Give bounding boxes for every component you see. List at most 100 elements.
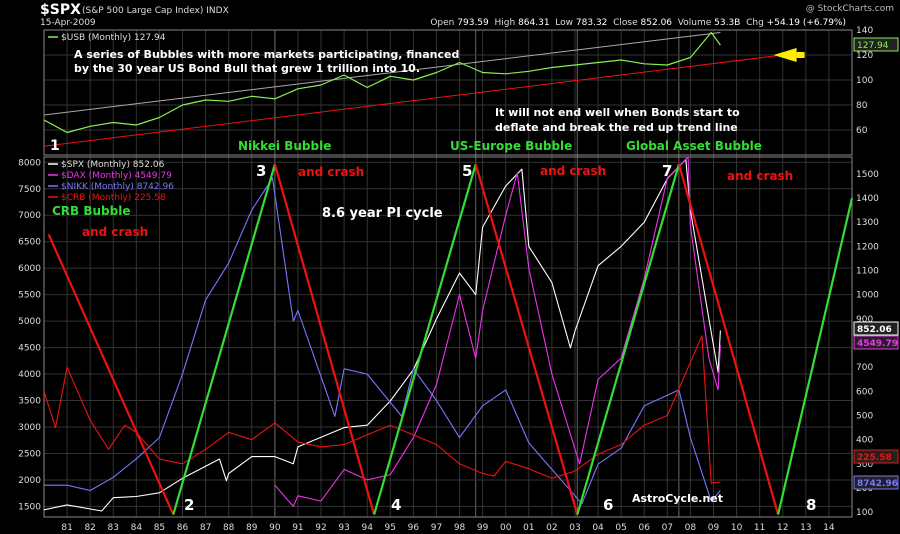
main-legend-entry: $DAX (Monthly) 4549.79 (61, 171, 172, 181)
x-tick-label: 92 (315, 523, 326, 533)
right-y-tick-label: 1000 (856, 291, 879, 301)
x-tick-label: 83 (108, 523, 119, 533)
right-y-tick-label: 1400 (856, 194, 879, 204)
x-tick-label: 86 (177, 523, 189, 533)
x-tick-label: 91 (292, 523, 303, 533)
main-annotation: 3 (256, 162, 266, 180)
volume-value: 53.3B (714, 18, 741, 28)
volume-label: Volume (677, 18, 712, 28)
value-label-box (853, 321, 899, 336)
cycle-line (373, 163, 477, 515)
x-tick-label: 96 (408, 523, 420, 533)
x-tick-label: 89 (246, 523, 258, 533)
value-label-box (853, 449, 899, 464)
left-y-tick-label: 4500 (18, 344, 41, 354)
symbol-description: (S&P 500 Large Cap Index) INDX (82, 6, 229, 16)
main-annotation: and crash (540, 164, 606, 178)
main-annotation: 8.6 year PI cycle (322, 206, 443, 221)
x-tick-label: 95 (385, 523, 396, 533)
right-y-tick-label: 100 (856, 508, 873, 518)
chg-value: +54.19 (+6.79%) (766, 18, 846, 28)
right-y-tick-label: 900 (856, 315, 873, 325)
x-tick-label: 10 (731, 523, 743, 533)
main-annotation: and crash (727, 169, 793, 183)
left-y-tick-label: 2500 (18, 449, 41, 459)
left-y-tick-label: 5000 (18, 317, 41, 327)
top-legend-entry: $USB (Monthly) 127.94 (61, 33, 166, 43)
right-y-tick-label: 600 (856, 387, 873, 397)
usb-value-label: 127.94 (857, 41, 889, 51)
close-label: Close (613, 18, 638, 28)
yellow-arrow-tail (796, 52, 805, 58)
chart-header: $SPX (S&P 500 Large Cap Index) INDX 15-A… (0, 0, 900, 30)
x-tick-label: 88 (223, 523, 235, 533)
x-tick-label: 01 (523, 523, 534, 533)
cycle-line (474, 163, 579, 515)
x-tick-label: 06 (639, 523, 651, 533)
x-tick-label: 94 (361, 523, 373, 533)
top-panel-frame (43, 29, 853, 156)
top-y-tick-label: 120 (856, 51, 873, 61)
right-y-tick-label: 300 (856, 460, 873, 470)
left-y-tick-label: 2000 (18, 476, 41, 486)
main-annotation: 6 (603, 496, 613, 514)
symbol-title: $SPX (40, 2, 81, 18)
main-legend-entry: $SPX (Monthly) 852.06 (61, 160, 165, 170)
x-tick-label: 97 (431, 523, 442, 533)
x-tick-label: 04 (592, 523, 604, 533)
x-tick-label: 07 (662, 523, 673, 533)
x-tick-label: 98 (454, 523, 466, 533)
main-annotation: 2 (184, 496, 194, 514)
main-annotation: AstroCycle.net (632, 492, 723, 505)
left-y-tick-label: 5500 (18, 291, 41, 301)
ohlc-readout: Open 793.59 High 864.31 Low 783.32 Close… (430, 18, 846, 28)
value-label: 4549.79 (857, 339, 898, 349)
top-y-tick-label: 60 (856, 126, 868, 136)
x-tick-label: 14 (823, 523, 835, 533)
series-crbmonthly-line (43, 335, 721, 484)
high-value: 864.31 (518, 18, 550, 28)
x-tick-label: 02 (546, 523, 557, 533)
x-tick-label: 08 (685, 523, 697, 533)
right-y-tick-label: 1500 (856, 170, 879, 180)
value-label: 852.06 (857, 325, 892, 335)
right-y-tick-label: 1100 (856, 267, 879, 277)
cycle-line (576, 163, 680, 515)
main-annotation: Nikkei Bubble (238, 139, 331, 153)
trendline-red-up-trend-line (43, 54, 783, 147)
x-tick-label: 09 (708, 523, 720, 533)
yellow-arrow-icon (773, 48, 797, 62)
left-y-tick-label: 3500 (18, 397, 41, 407)
top-annotation: by the 30 year US Bond Bull that grew 1 … (74, 62, 420, 75)
x-tick-label: 84 (131, 523, 143, 533)
copyright: @ StockCharts.com (805, 4, 894, 14)
cycle-line (677, 163, 780, 515)
main-annotation: CRB Bubble (52, 204, 131, 218)
right-y-tick-label: 700 (856, 363, 873, 373)
cycle-number-label: 1 (50, 138, 60, 154)
right-y-tick-label: 1200 (856, 242, 879, 252)
left-y-tick-label: 4000 (18, 370, 41, 380)
usb-value-box (853, 37, 899, 52)
main-annotation: 5 (462, 162, 472, 180)
top-annotation: A series of Bubbles with more markets pa… (74, 48, 459, 61)
left-y-tick-label: 7000 (18, 211, 41, 221)
series-daxmonthly-line (274, 156, 721, 507)
cycle-line (47, 233, 175, 516)
x-tick-label: 82 (84, 523, 95, 533)
x-tick-label: 03 (569, 523, 580, 533)
top-annotation: deflate and break the red up trend line (495, 121, 738, 134)
left-y-tick-label: 3000 (18, 423, 41, 433)
cycle-line (273, 163, 376, 515)
main-annotation: Global Asset Bubble (626, 139, 762, 153)
x-tick-label: 00 (500, 523, 512, 533)
left-y-tick-label: 8000 (18, 158, 41, 168)
x-tick-label: 93 (338, 523, 349, 533)
top-y-tick-label: 100 (856, 76, 873, 86)
right-y-tick-label: 400 (856, 436, 873, 446)
x-tick-label: 99 (477, 523, 489, 533)
left-y-tick-label: 6000 (18, 264, 41, 274)
value-label-box (853, 475, 899, 490)
close-value: 852.06 (640, 18, 673, 28)
x-tick-label: 12 (777, 523, 788, 533)
